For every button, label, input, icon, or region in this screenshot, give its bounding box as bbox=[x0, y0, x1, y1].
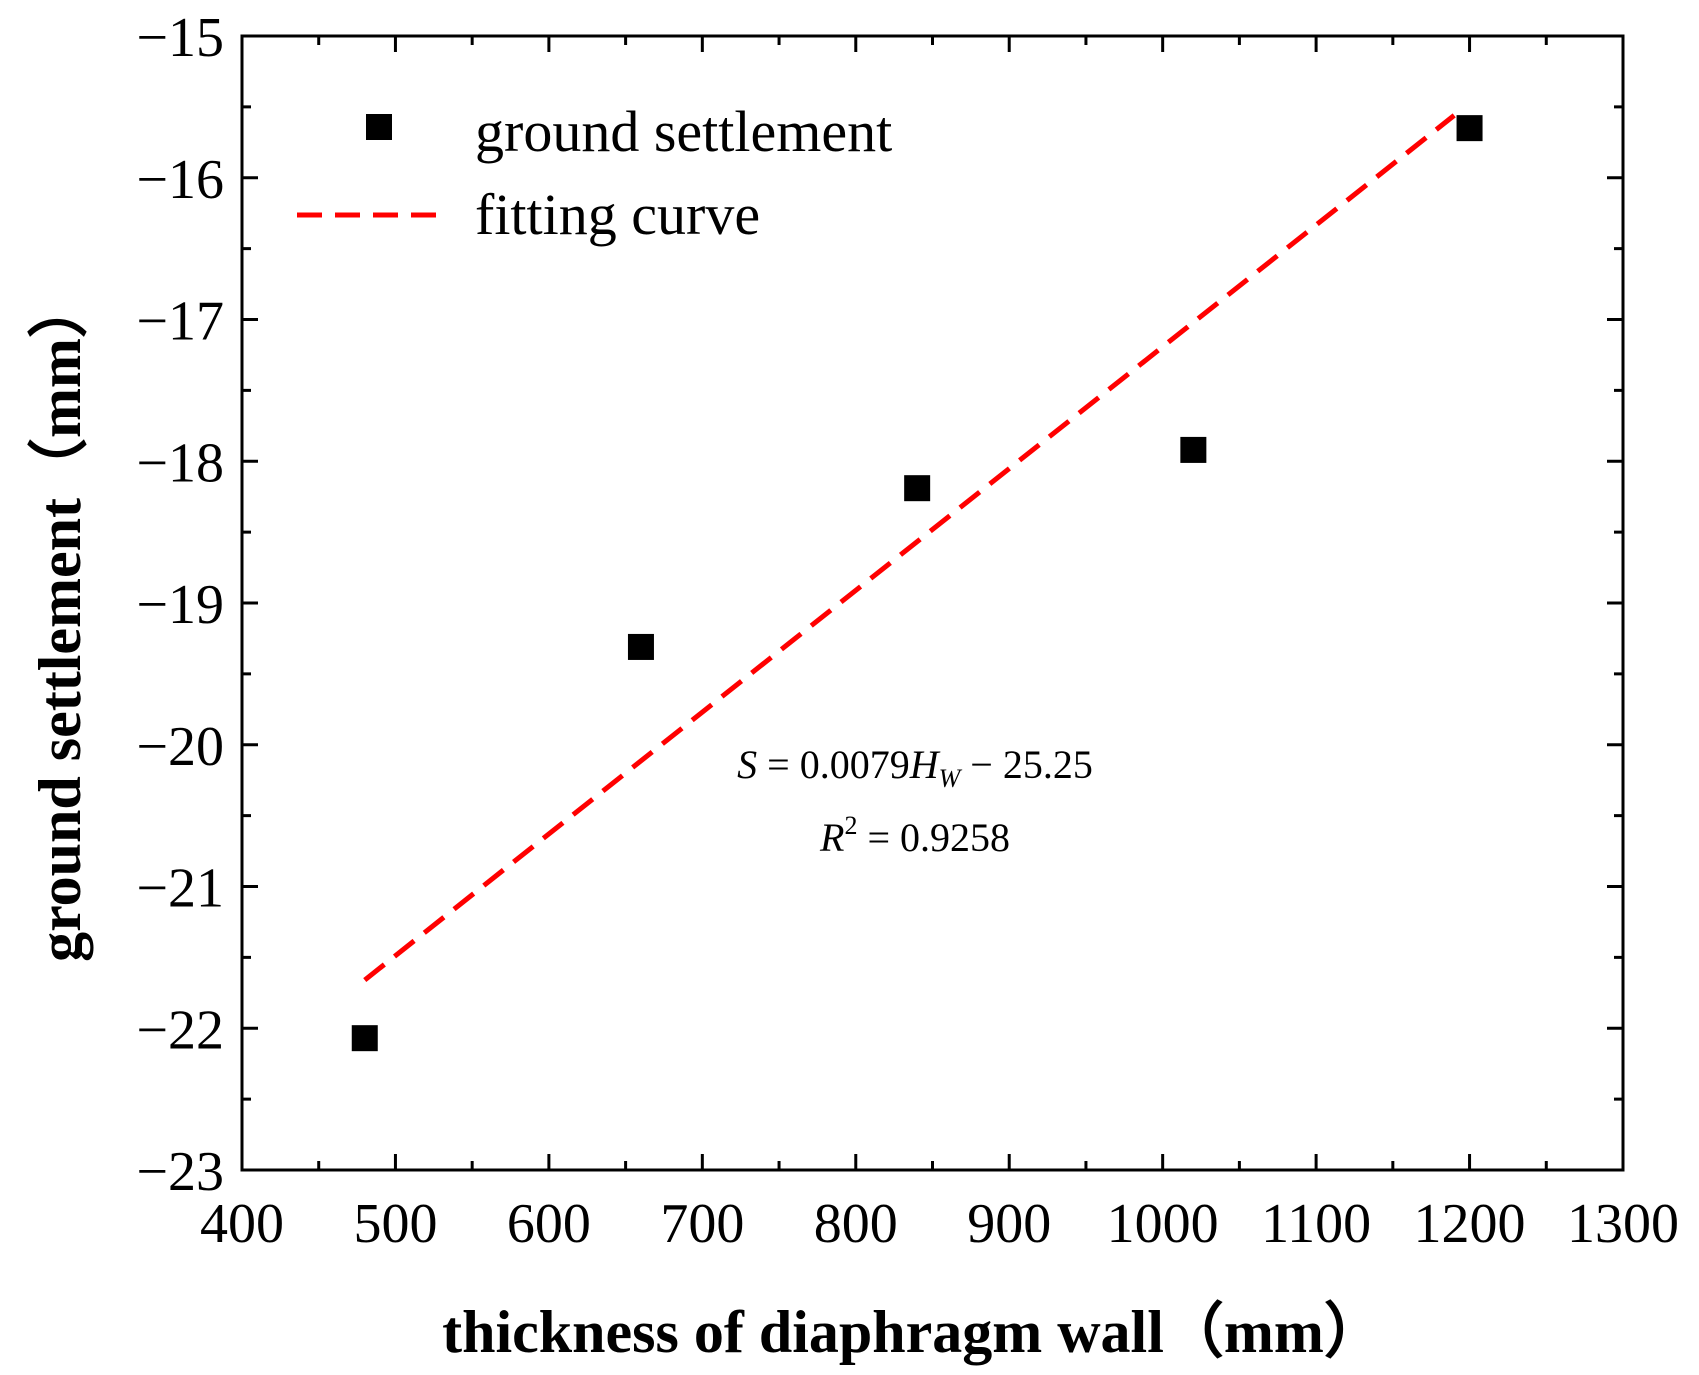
data-point-marker bbox=[1456, 115, 1483, 142]
plot-frame bbox=[240, 34, 1625, 1172]
y-tick-label: −20 bbox=[136, 716, 224, 778]
x-tick-label: 700 bbox=[660, 1193, 744, 1255]
x-tick-label: 800 bbox=[814, 1193, 898, 1255]
x-tick-label: 1100 bbox=[1261, 1193, 1371, 1255]
x-tick-label: 900 bbox=[967, 1193, 1051, 1255]
x-tick-label: 1200 bbox=[1414, 1193, 1526, 1255]
data-point-marker bbox=[627, 633, 654, 660]
y-tick-label: −18 bbox=[136, 432, 224, 494]
data-point-marker bbox=[1180, 436, 1207, 463]
x-axis-title: thickness of diaphragm wall（mm） bbox=[442, 1298, 1384, 1365]
x-tick-label: 400 bbox=[200, 1193, 284, 1255]
x-tick-label: 1000 bbox=[1107, 1193, 1219, 1255]
regression-equation: S = 0.0079HW − 25.25 bbox=[737, 742, 1093, 793]
y-tick-label: −23 bbox=[136, 1141, 224, 1203]
y-axis-ticks: −15 −16 −17 −18 −19 −20 −21 −22 −23 bbox=[136, 7, 1623, 1203]
x-tick-label: 1300 bbox=[1567, 1193, 1679, 1255]
y-axis-title: ground settlement（mm） bbox=[26, 278, 93, 962]
x-tick-label: 600 bbox=[507, 1193, 591, 1255]
y-tick-label: −19 bbox=[136, 574, 224, 636]
y-tick-label: −22 bbox=[136, 999, 224, 1061]
data-point-marker bbox=[351, 1025, 378, 1052]
legend-square-marker-icon bbox=[366, 114, 392, 140]
fitting-curve-layer bbox=[363, 113, 1456, 983]
y-tick-label: −21 bbox=[136, 858, 224, 920]
x-axis-ticks: 400 500 600 700 800 900 1000 1100 1200 1300 bbox=[200, 36, 1679, 1255]
fitting-curve-line bbox=[363, 113, 1456, 983]
r-squared-label: R2 = 0.9258 bbox=[819, 811, 1010, 860]
legend: ground settlement fitting curve bbox=[297, 99, 892, 247]
legend-label-fitting-curve: fitting curve bbox=[475, 182, 760, 247]
y-tick-label: −17 bbox=[136, 291, 224, 353]
x-tick-label: 500 bbox=[353, 1193, 437, 1255]
data-markers-layer bbox=[351, 115, 1483, 1052]
data-point-marker bbox=[904, 475, 931, 502]
y-tick-label: −16 bbox=[136, 149, 224, 211]
y-tick-label: −15 bbox=[136, 7, 224, 69]
legend-label-ground-settlement: ground settlement bbox=[475, 99, 892, 164]
equation-annotation: S = 0.0079HW − 25.25 R2 = 0.9258 bbox=[737, 742, 1093, 860]
